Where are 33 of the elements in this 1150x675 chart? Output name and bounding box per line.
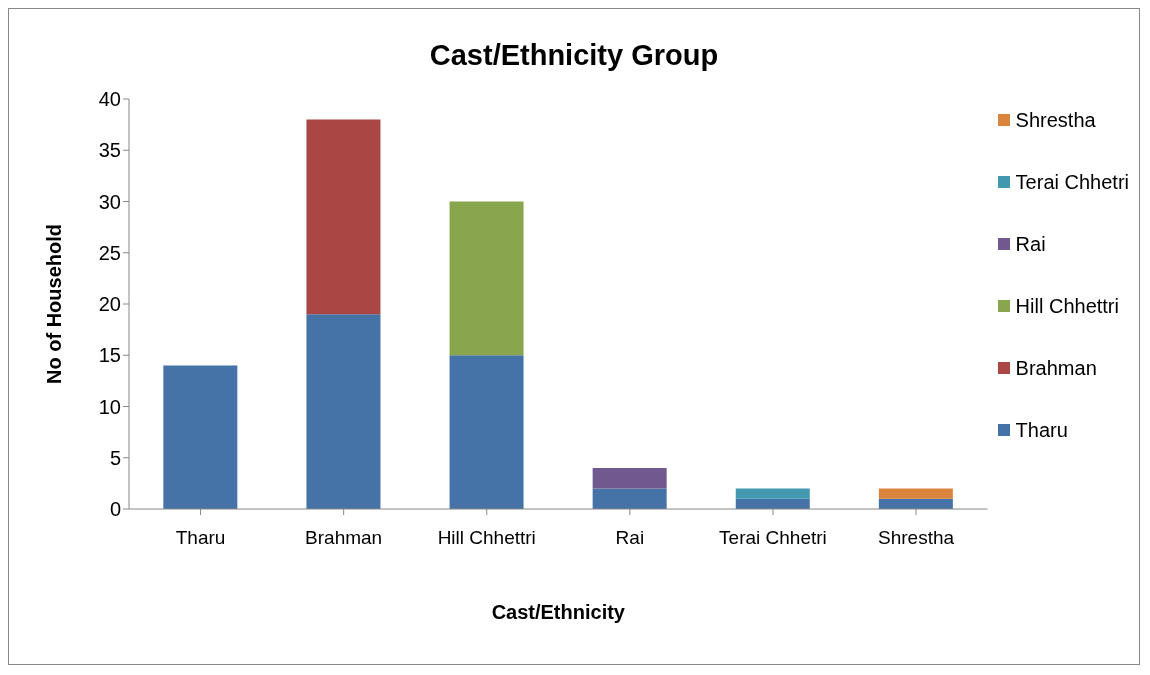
x-tick-label: Shrestha	[878, 527, 955, 549]
x-tick-label: Rai	[615, 527, 645, 549]
legend-label: Shrestha	[1015, 108, 1096, 132]
x-tick-label: Hill Chhettri	[437, 527, 536, 549]
bar	[449, 355, 524, 509]
x-tick-label: Tharu	[175, 527, 226, 549]
bar	[592, 488, 667, 509]
bar	[878, 488, 953, 499]
legend-label: Tharu	[1015, 418, 1068, 442]
bar	[735, 488, 810, 499]
y-tick-label: 5	[109, 446, 121, 469]
bar	[163, 365, 238, 509]
y-tick-label: 30	[98, 190, 121, 213]
y-tick-label: 10	[98, 395, 121, 418]
bar	[449, 201, 524, 356]
y-axis-title: No of Household	[43, 224, 66, 384]
legend-label: Rai	[1015, 232, 1046, 256]
y-tick-label: 20	[98, 293, 121, 316]
chart-title: Cast/Ethnicity Group	[428, 38, 720, 73]
bar	[306, 119, 381, 315]
legend-label: Terai Chhetri	[1015, 170, 1129, 194]
y-tick-label: 0	[109, 498, 121, 521]
y-tick-label: 15	[98, 344, 121, 367]
bar	[592, 468, 667, 489]
y-tick-label: 25	[98, 241, 121, 264]
x-axis-title: Cast/Ethnicity	[491, 601, 626, 623]
x-tick-label: Brahman	[305, 527, 383, 549]
legend-label: Brahman	[1015, 356, 1097, 380]
x-tick-label: Terai Chhetri	[719, 527, 827, 549]
legend-label: Hill Chhettri	[1015, 294, 1119, 318]
bar	[306, 314, 381, 509]
y-tick-label: 40	[98, 88, 121, 111]
y-tick-label: 35	[98, 139, 121, 162]
